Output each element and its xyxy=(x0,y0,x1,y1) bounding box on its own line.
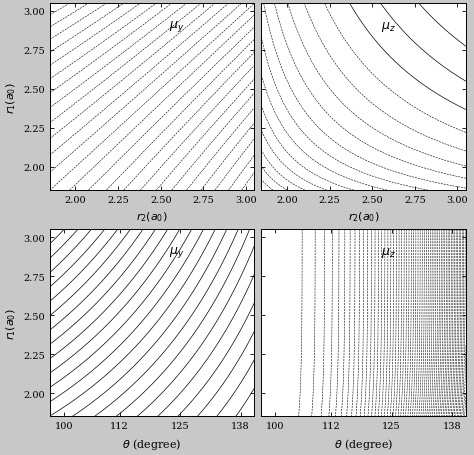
X-axis label: $r_2(a_0)$: $r_2(a_0)$ xyxy=(348,210,380,224)
X-axis label: $r_2(a_0)$: $r_2(a_0)$ xyxy=(137,210,168,224)
Y-axis label: $r_1(a_0)$: $r_1(a_0)$ xyxy=(4,81,18,113)
Text: $\mu_y$: $\mu_y$ xyxy=(169,19,184,34)
Y-axis label: $r_1(a_0)$: $r_1(a_0)$ xyxy=(4,308,18,339)
X-axis label: $\theta$ (degree): $\theta$ (degree) xyxy=(122,436,182,451)
X-axis label: $\theta$ (degree): $\theta$ (degree) xyxy=(334,436,393,451)
Text: $\mu_y$: $\mu_y$ xyxy=(169,245,184,260)
Text: $\mu_z$: $\mu_z$ xyxy=(381,20,396,34)
Text: $\mu_z$: $\mu_z$ xyxy=(381,245,396,259)
